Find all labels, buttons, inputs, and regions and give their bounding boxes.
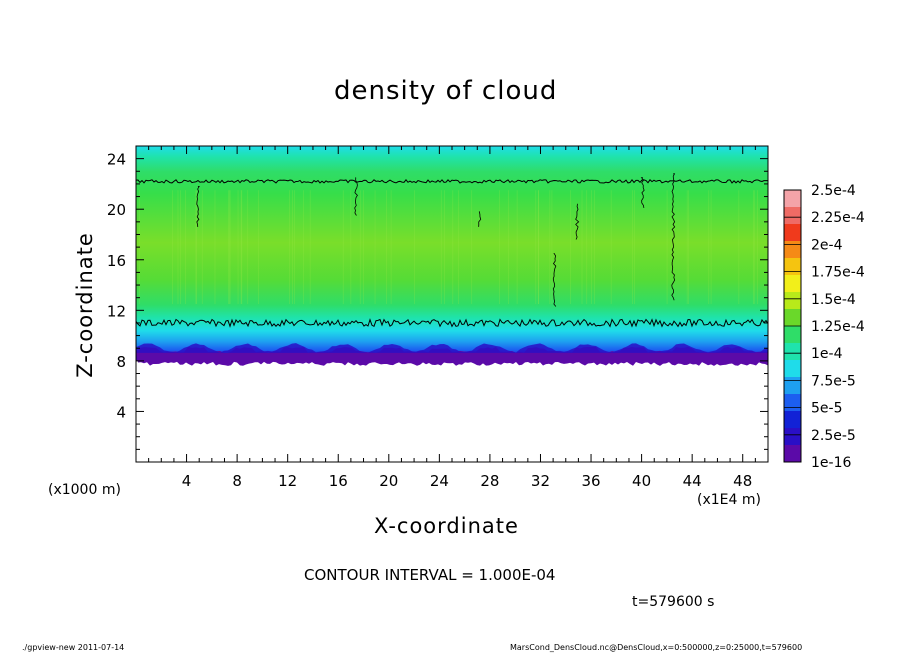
colorbar-label: 1.5e-4 bbox=[811, 292, 856, 308]
colorbar-label: 1e-4 bbox=[811, 346, 843, 362]
colorbar-swatch bbox=[784, 309, 801, 327]
y-tick-label: 16 bbox=[107, 252, 126, 270]
colorbar-swatch bbox=[784, 241, 801, 259]
contour-plume bbox=[478, 211, 482, 227]
time-stamp: t=579600 s bbox=[632, 594, 715, 610]
colorbar-label: 5e-5 bbox=[811, 401, 842, 417]
y-tick-label: 12 bbox=[107, 302, 126, 320]
colorbar-swatch bbox=[784, 326, 801, 344]
x-tick-label: 24 bbox=[430, 472, 449, 490]
x-axis-label: X-coordinate bbox=[374, 514, 519, 538]
colorbar-label: 2.5e-4 bbox=[811, 183, 856, 199]
colorbar-swatch bbox=[784, 258, 801, 276]
contour-line bbox=[135, 178, 769, 184]
colorbar-swatch bbox=[784, 445, 801, 463]
contour-plume bbox=[671, 173, 676, 301]
x-tick-label: 40 bbox=[632, 472, 651, 490]
y-tick-label: 20 bbox=[107, 201, 126, 219]
y-tick-label: 24 bbox=[107, 151, 126, 169]
x-tick-label: 12 bbox=[278, 472, 297, 490]
colorbar-label: 2e-4 bbox=[811, 237, 843, 253]
colorbar-swatch bbox=[784, 224, 801, 242]
x-tick-label: 16 bbox=[329, 472, 348, 490]
x-unit-label: (x1000 m) bbox=[48, 482, 121, 498]
colorbar-label: 2.5e-5 bbox=[811, 428, 856, 444]
program-footer: ./gpview-new 2011-07-14 bbox=[22, 643, 125, 652]
x-tick-label: 8 bbox=[232, 472, 242, 490]
colorbar-swatch bbox=[784, 428, 801, 446]
contour-plume bbox=[196, 186, 200, 227]
contour-plume bbox=[552, 253, 557, 307]
colorbar-swatch bbox=[784, 411, 801, 429]
colorbar-label: 1.25e-4 bbox=[811, 319, 865, 335]
x-tick-label: 44 bbox=[683, 472, 702, 490]
contour-plume bbox=[354, 177, 358, 216]
colorbar-swatch bbox=[784, 292, 801, 310]
contour-interval-text: CONTOUR INTERVAL = 1.000E-04 bbox=[304, 566, 556, 584]
x-tick-label: 32 bbox=[531, 472, 550, 490]
colorbar-label: 2.25e-4 bbox=[811, 210, 865, 226]
colorbar-label: 1e-16 bbox=[811, 455, 851, 471]
contour-line bbox=[135, 318, 769, 328]
colorbar-swatch bbox=[784, 394, 801, 412]
contour-plume bbox=[575, 203, 580, 240]
colorbar-swatch bbox=[784, 377, 801, 395]
colorbar-swatch bbox=[784, 360, 801, 378]
x-tick-label: 28 bbox=[480, 472, 499, 490]
y-tick-label: 8 bbox=[116, 353, 126, 371]
colorbar-swatch bbox=[784, 275, 801, 293]
x-tick-label: 20 bbox=[379, 472, 398, 490]
y-tick-label: 4 bbox=[116, 403, 126, 421]
cloud-base-band bbox=[136, 343, 768, 353]
y-axis-label: Z-coordinate bbox=[73, 232, 97, 378]
source-footer: MarsCond_DensCloud.nc@DensCloud,x=0:5000… bbox=[510, 643, 803, 652]
colorbar-swatch bbox=[784, 207, 801, 225]
x-multiplier-label: (x1E4 m) bbox=[697, 492, 761, 508]
chart-title: density of cloud bbox=[334, 76, 558, 106]
colorbar-swatch bbox=[784, 343, 801, 361]
contour-plume bbox=[640, 177, 645, 209]
x-tick-label: 48 bbox=[733, 472, 752, 490]
colorbar-label: 7.5e-5 bbox=[811, 373, 856, 389]
x-tick-label: 4 bbox=[182, 472, 192, 490]
contour-lines bbox=[135, 173, 769, 328]
colorbar-swatch bbox=[784, 190, 801, 208]
x-tick-label: 36 bbox=[581, 472, 600, 490]
colorbar-label: 1.75e-4 bbox=[811, 265, 865, 281]
colorbar: 2.5e-4 2.25e-4 2e-4 1.75e-4 1.5e-4 1.25e-4 1e-… bbox=[783, 183, 865, 471]
